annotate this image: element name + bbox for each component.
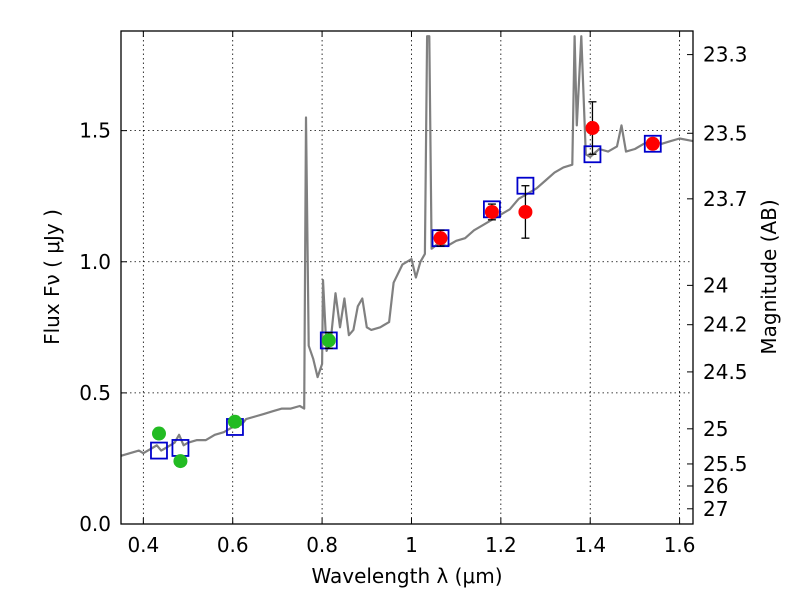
observed-flux-point [645, 136, 660, 151]
mag-tick-label: 23.3 [703, 43, 748, 67]
mag-tick-label: 23.7 [703, 187, 748, 211]
x-tick-label: 1.2 [485, 533, 517, 557]
mag-tick-label: 24 [703, 273, 728, 297]
x-tick-label: 0.8 [306, 533, 338, 557]
observed-flux-point [321, 333, 336, 348]
y2-axis-title: Magnitude (AB) [757, 199, 781, 354]
model-photometry-square [150, 441, 168, 460]
plot-frame [120, 30, 694, 525]
sed-model-line [121, 35, 693, 457]
y-tick-label: 0.5 [79, 381, 111, 405]
x-tick-label: 1 [405, 533, 418, 557]
mag-tick-label: 25.5 [703, 452, 748, 476]
plot-background [121, 31, 693, 524]
plot-area [121, 35, 693, 469]
y-tick-label: 1.5 [79, 119, 111, 143]
observed-flux-point [151, 426, 166, 441]
x-tick-label: 0.4 [127, 533, 159, 557]
mag-tick-label: 24.2 [703, 313, 748, 337]
mag-tick-label: 23.5 [703, 121, 748, 145]
observed-flux-point [585, 121, 600, 136]
mag-tick-label: 26 [703, 474, 728, 498]
mag-tick-label: 24.5 [703, 360, 748, 384]
observed-flux-point [227, 414, 242, 429]
x-axis-title: Wavelength λ (μm) [311, 564, 502, 588]
mag-tick-label: 27 [703, 497, 728, 521]
x-tick-label: 1.6 [664, 533, 696, 557]
y-tick-label: 0.0 [79, 512, 111, 536]
observed-flux-point [433, 231, 448, 246]
x-tick-label: 1.4 [574, 533, 606, 557]
observed-flux-point [518, 204, 533, 219]
x-tick-label: 0.6 [217, 533, 249, 557]
grid [121, 31, 693, 525]
axis-ticks: 0.4 0.6 0.8 1 1.2 1.4 1.6 0.0 0.5 1.0 1.5 23.3 23.5 2… [79, 31, 748, 557]
observed-flux-point [484, 204, 499, 219]
mag-tick-label: 25 [703, 417, 728, 441]
y-axis-title: Flux Fν ( μJy ) [40, 209, 64, 345]
y-tick-label: 1.0 [79, 250, 111, 274]
observed-flux-point [173, 454, 188, 469]
model-photometry-square [643, 134, 662, 153]
